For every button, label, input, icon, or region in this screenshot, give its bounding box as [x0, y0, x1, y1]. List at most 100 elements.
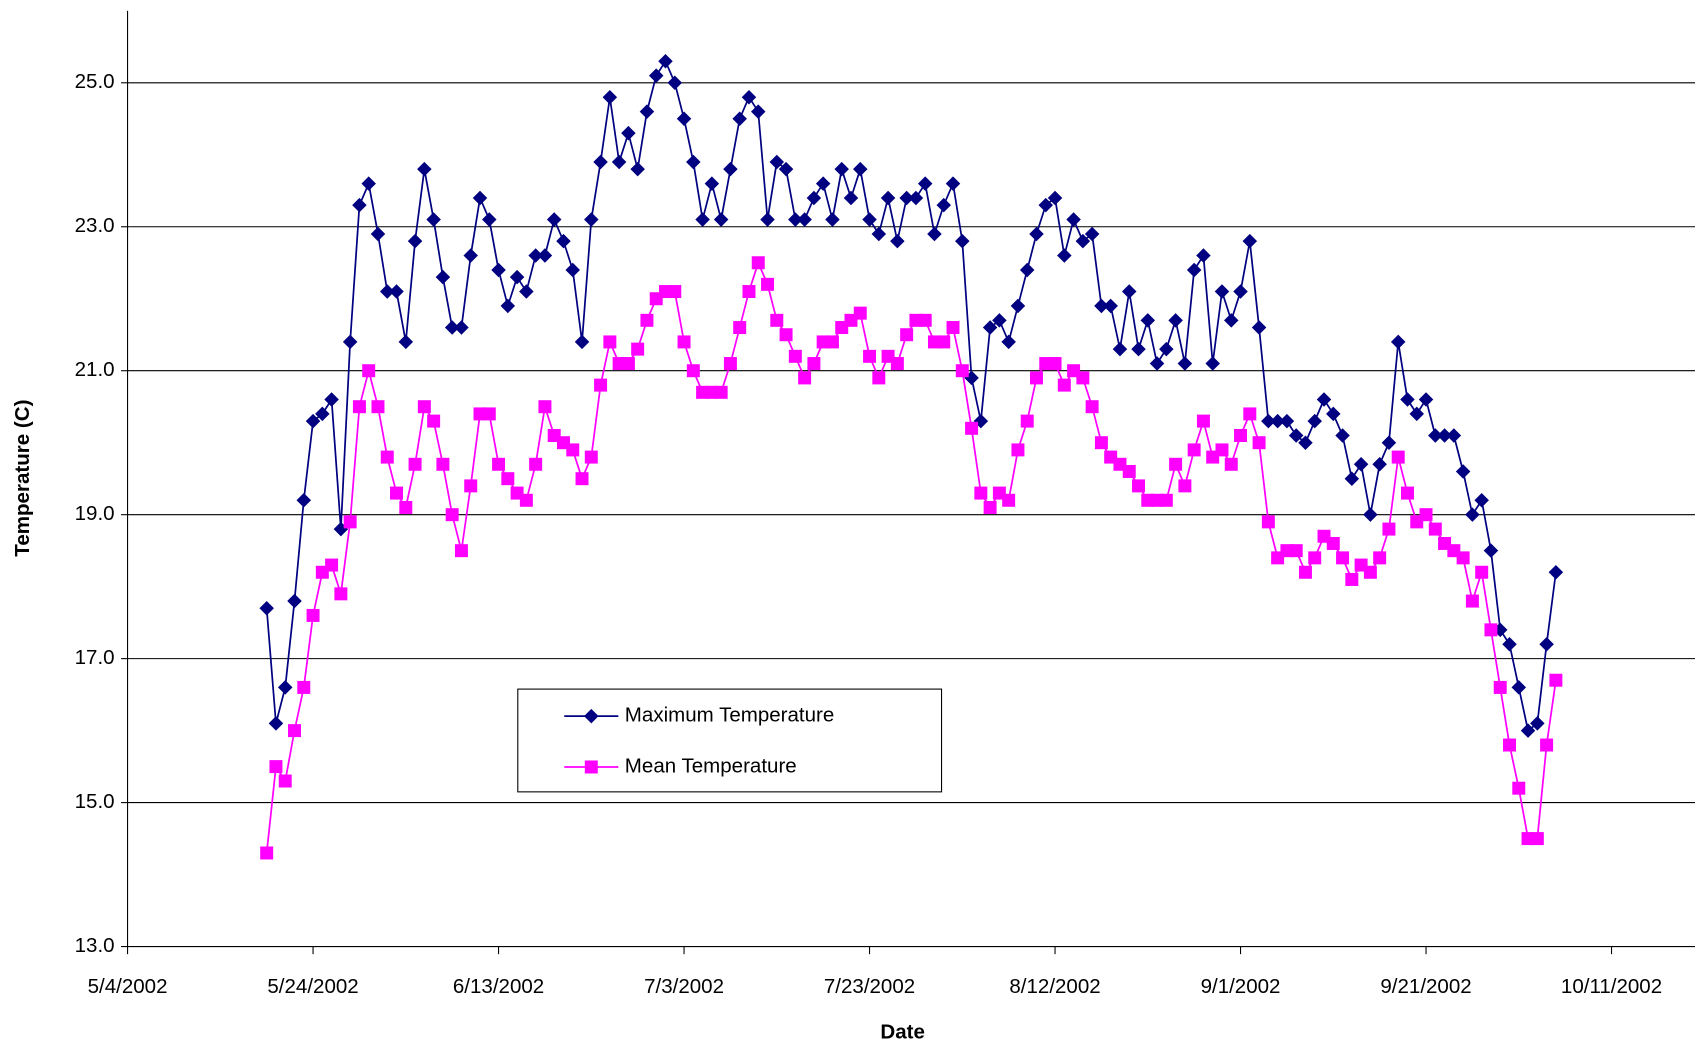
data-point: [565, 262, 580, 278]
data-point: [417, 400, 431, 414]
data-point: [686, 154, 701, 170]
data-point: [1067, 364, 1081, 378]
data-point: [334, 587, 348, 601]
data-point: [454, 544, 468, 558]
data-point: [510, 486, 524, 500]
data-point: [1307, 413, 1322, 429]
data-point: [1317, 529, 1331, 543]
data-point: [937, 335, 951, 349]
data-point: [297, 680, 311, 694]
data-point: [798, 371, 812, 385]
data-point: [324, 392, 339, 407]
x-tick-label: 7/3/2002: [644, 975, 724, 998]
data-point: [306, 608, 320, 622]
data-point: [825, 335, 839, 349]
data-point: [815, 176, 831, 191]
x-tick-label: 10/11/2002: [1561, 975, 1662, 998]
data-point: [853, 306, 867, 320]
data-point: [1076, 371, 1090, 385]
data-point: [1381, 435, 1397, 450]
data-point: [806, 190, 822, 206]
data-point: [992, 313, 1007, 328]
legend-label: Mean Temperature: [625, 754, 797, 777]
data-point: [315, 406, 330, 422]
data-point: [769, 154, 785, 170]
x-tick-label: 9/21/2002: [1380, 975, 1471, 998]
data-point: [834, 161, 849, 177]
data-point: [835, 321, 849, 335]
data-point: [1168, 313, 1183, 328]
data-point: [594, 378, 608, 392]
x-tick-label: 7/23/2002: [824, 975, 915, 998]
data-point: [686, 364, 700, 378]
data-point: [788, 349, 802, 363]
data-point: [537, 248, 553, 263]
data-point: [844, 313, 858, 327]
data-point: [1122, 464, 1136, 478]
data-point: [398, 334, 414, 350]
data-point: [880, 190, 896, 206]
data-point: [519, 493, 533, 507]
data-point: [649, 292, 663, 306]
data-point: [723, 357, 737, 371]
data-point: [305, 413, 321, 429]
data-point: [1289, 544, 1303, 558]
data-point: [501, 472, 515, 486]
data-point: [1206, 450, 1220, 464]
data-point: [260, 846, 274, 860]
data-point: [742, 285, 756, 299]
data-point: [602, 89, 618, 105]
data-point: [472, 190, 488, 206]
data-point: [714, 385, 728, 399]
data-point: [417, 161, 432, 177]
data-point: [278, 774, 292, 788]
data-point: [593, 154, 608, 170]
data-point: [1410, 515, 1424, 529]
data-point: [277, 680, 293, 695]
data-point: [1169, 457, 1183, 471]
data-point: [1391, 450, 1405, 464]
data-point: [713, 212, 729, 227]
data-point: [362, 364, 376, 378]
data-point: [631, 342, 645, 356]
data-point: [871, 226, 887, 242]
data-point: [556, 436, 570, 450]
data-point: [500, 298, 516, 314]
data-point: [917, 176, 933, 191]
data-point: [1409, 406, 1425, 422]
legend-marker: [584, 760, 598, 774]
data-point: [761, 277, 775, 291]
data-point: [1001, 334, 1016, 350]
x-tick-label: 5/24/2002: [267, 975, 358, 998]
legend-marker: [584, 708, 599, 724]
data-point: [268, 716, 284, 731]
y-tick-label: 17.0: [75, 646, 115, 669]
data-point: [1465, 594, 1479, 608]
data-point: [1456, 551, 1470, 565]
data-point: [733, 321, 747, 335]
data-point: [1475, 565, 1489, 579]
data-point: [556, 233, 571, 249]
data-point: [1113, 457, 1127, 471]
data-point: [676, 111, 692, 127]
data-point: [1372, 457, 1387, 472]
data-point: [407, 233, 423, 249]
data-point: [640, 313, 654, 327]
data-point: [1428, 522, 1442, 536]
data-point: [1512, 781, 1526, 795]
data-point: [454, 320, 469, 335]
data-point: [695, 212, 710, 227]
data-point: [741, 89, 757, 105]
data-point: [1084, 226, 1100, 242]
data-point: [1373, 551, 1387, 565]
data-point: [1205, 356, 1220, 371]
data-point: [547, 429, 561, 442]
data-point: [825, 212, 840, 227]
data-point: [1549, 673, 1563, 687]
data-point: [1271, 551, 1285, 565]
data-point: [1502, 636, 1517, 652]
data-point: [611, 154, 627, 170]
data-point: [464, 479, 478, 493]
x-tick-label: 8/12/2002: [1009, 975, 1100, 998]
data-point: [519, 284, 534, 299]
